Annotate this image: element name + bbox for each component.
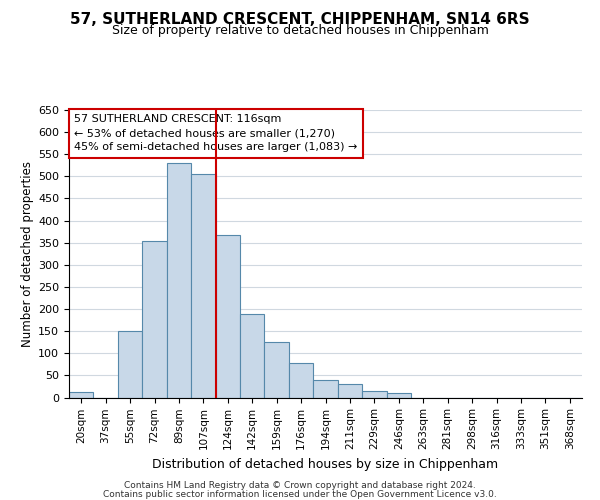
Bar: [142, 242, 167, 398]
Y-axis label: Number of detached properties: Number of detached properties: [21, 161, 34, 347]
Bar: [289, 363, 313, 398]
Bar: [265, 342, 289, 398]
Bar: [191, 174, 215, 398]
Text: 57 SUTHERLAND CRESCENT: 116sqm
← 53% of detached houses are smaller (1,270)
45% : 57 SUTHERLAND CRESCENT: 116sqm ← 53% of …: [74, 114, 358, 152]
Text: Contains public sector information licensed under the Open Government Licence v3: Contains public sector information licen…: [103, 490, 497, 499]
Bar: [69, 392, 94, 398]
X-axis label: Distribution of detached houses by size in Chippenham: Distribution of detached houses by size …: [152, 458, 499, 470]
Bar: [386, 393, 411, 398]
Bar: [167, 163, 191, 398]
Bar: [362, 392, 386, 398]
Text: Contains HM Land Registry data © Crown copyright and database right 2024.: Contains HM Land Registry data © Crown c…: [124, 481, 476, 490]
Text: 57, SUTHERLAND CRESCENT, CHIPPENHAM, SN14 6RS: 57, SUTHERLAND CRESCENT, CHIPPENHAM, SN1…: [70, 12, 530, 28]
Bar: [338, 384, 362, 398]
Bar: [240, 314, 265, 398]
Text: Size of property relative to detached houses in Chippenham: Size of property relative to detached ho…: [112, 24, 488, 37]
Bar: [215, 234, 240, 398]
Bar: [118, 331, 142, 398]
Bar: [313, 380, 338, 398]
